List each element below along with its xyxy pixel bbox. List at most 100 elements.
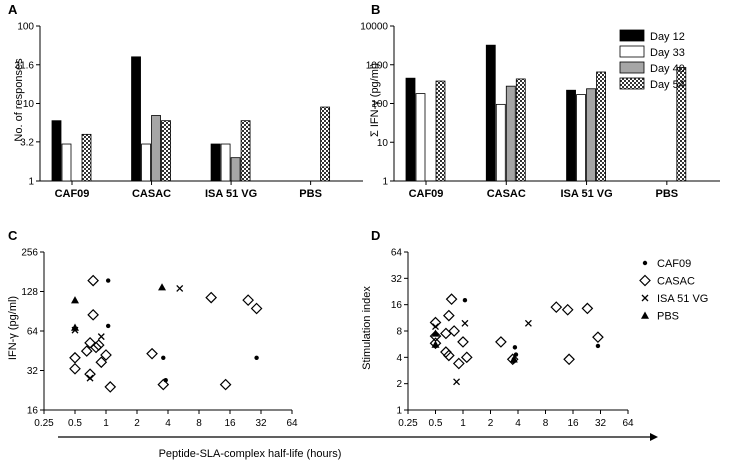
panel-d-point-casac [561,303,574,316]
panel-b-bar-day-40 [586,88,596,182]
panel-d-point-casac [452,357,465,370]
panel-d-point-caf09 [462,297,468,303]
panel-d-x-tick-label: 1 [460,418,466,429]
panel-c-y-tick-label: 256 [21,248,38,259]
panel-c-point-casac [104,381,117,393]
panel-c-x-tick-label: 8 [196,418,202,429]
panel-d-x-tick-label: 2 [488,418,494,429]
panel-d-point-casac [460,351,473,364]
panel-c-point-casac [84,368,96,381]
panel-c-point-casac [100,349,112,361]
panel-a-y-tick-label: 100 [17,22,34,33]
bar-legend-label: Day 40 [650,63,685,75]
panel-d-point-casac [581,302,594,315]
panel-c-y-tick-label: 64 [27,327,39,338]
panel-c-point-casac [87,274,99,287]
panel-d-point-isa-51-vg [524,319,532,327]
panel-d-point-casac [550,301,563,313]
panel-b-y-tick-label: 1 [382,177,388,188]
panel-a-bar-day-33 [141,143,151,182]
panel-c-point-pbs [71,296,79,304]
scatter-legend-label: CAF09 [657,258,691,270]
panel-b-bar-day-54 [676,67,687,182]
panel-d-point-casac [443,309,455,322]
panel-d-point-caf09 [595,343,601,349]
panel-c-y-tick-label: 16 [27,406,39,417]
panel-c-x-tick-label: 16 [224,418,236,429]
panel-c-x-tick-label: 64 [286,418,298,429]
panel-c-point-isa-51-vg [86,374,94,382]
panel-c-point-caf09 [161,355,166,360]
bar-legend-swatch [619,45,645,58]
panel-c-x-tick-label: 32 [255,418,267,429]
panel-c-point-casac [157,378,170,391]
panel-c-point-casac [242,294,254,306]
panel-d-point-casac [429,337,442,350]
panel-a-y-tick-label: 10 [23,99,35,110]
panel-d-x-tick-label: 32 [595,418,607,429]
panel-a-bar-day-33 [220,143,231,182]
panel-d-point-casac [495,336,507,348]
panel-b-category-label: ISA 51 VG [560,188,612,200]
panel-a-bar-day-54 [240,120,251,182]
panel-b-bar-day-12 [485,44,496,182]
panel-c-point-pbs [71,323,79,331]
panel-c-point-casac [92,339,105,351]
panel-b-bar-day-54 [596,71,606,182]
panel-a-bar-day-54 [81,133,92,182]
panel-a-bar-day-40 [151,115,161,182]
panel-d-point-casac [563,353,575,366]
panel-b-category-label: PBS [656,188,679,200]
panel-d-point-casac [506,353,519,366]
shared-x-arrowhead [650,433,658,441]
panel-a-bar-day-40 [230,157,241,182]
panel-b-bar-day-33 [415,93,426,182]
panel-b-y-tick-label: 10 [377,138,389,149]
panel-a-bar-day-33 [61,143,72,182]
panel-c-x-tick-label: 4 [165,418,171,429]
panel-b-bar-day-12 [405,77,416,182]
panel-d-y-title: Stimulation index [361,286,373,370]
panel-c-point-casac [219,378,232,391]
panel-c-y-title: IFN-γ (pg/ml) [7,296,19,360]
panel-c-point-casac [69,351,81,364]
panel-d-x-tick-label: 16 [567,418,579,429]
panel-a-bar-day-12 [131,56,141,182]
panel-c-point-caf09 [105,323,111,329]
panel-d-y-tick-label: 32 [391,274,403,285]
panel-b-category-label: CASAC [487,188,526,200]
scatter-legend-label: ISA 51 VG [657,293,708,305]
panel-c-point-caf09 [105,278,111,283]
panel-a-bar-day-12 [51,120,62,182]
panel-d-x-tick-label: 0.5 [429,418,443,429]
panel-c-x-tick-label: 0.25 [34,418,54,429]
panel-c-point-isa-51-vg [97,333,105,341]
panel-d-y-tick-label: 8 [396,327,402,338]
scatter-legend-marker [641,294,649,302]
panel-b-bar-day-54 [435,80,446,182]
panel-d-y-tick-label: 16 [391,300,403,311]
panel-c-x-tick-label: 2 [134,418,140,429]
panel-c-x-tick-label: 1 [103,418,109,429]
panel-c-point-casac [90,341,102,354]
bar-legend-swatch [619,77,645,90]
panel-label-a: A [8,2,18,17]
panel-d-point-isa-51-vg [432,323,439,330]
panel-d-point-casac [443,349,455,362]
panel-a-y-tick-label: 31.6 [15,60,35,71]
panel-d-x-tick-label: 4 [515,418,521,429]
panel-a-category-label: CASAC [132,188,171,200]
scatter-legend-label: PBS [657,311,679,323]
panel-c-y-tick-label: 32 [27,366,39,377]
panel-b-category-label: CAF09 [409,188,444,200]
panel-d-point-casac [457,336,469,348]
panel-d-x-tick-label: 0.25 [398,418,418,429]
panel-d-x-tick-label: 8 [543,418,549,429]
panel-c-point-casac [84,336,96,349]
panel-a-bar-day-54 [161,120,171,182]
panel-b-y-title: Σ IFN-γ (pg/ml) [369,63,381,137]
panel-label-d: D [371,228,380,243]
panel-d-x-tick-label: 64 [622,418,634,429]
panel-b-bar-day-54 [515,78,526,182]
bar-legend-swatch [619,61,645,74]
